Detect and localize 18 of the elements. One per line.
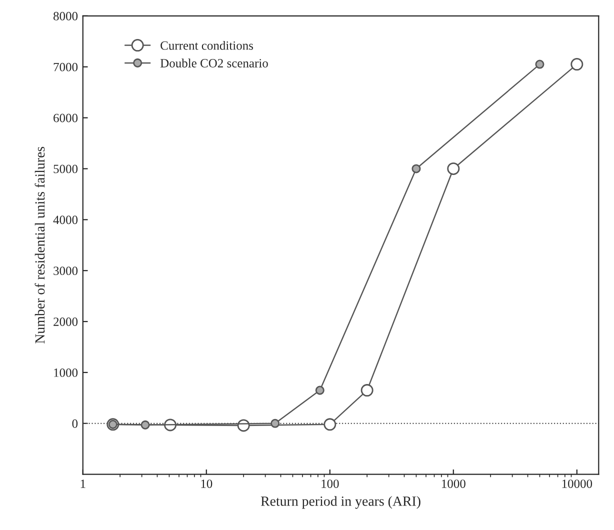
y-tick-label: 0 bbox=[72, 419, 78, 428]
y-tick-label: 3000 bbox=[54, 266, 78, 276]
legend-label: Double CO2 scenario bbox=[160, 58, 268, 68]
x-tick-label: 1000 bbox=[442, 480, 466, 488]
x-tick-label: 10000 bbox=[562, 480, 592, 488]
legend-label: Current conditions bbox=[160, 40, 254, 50]
x-tick-label: 1 bbox=[80, 480, 86, 488]
x-axis-title: Return period in years (ARI) bbox=[260, 496, 420, 509]
y-tick-label: 5000 bbox=[54, 164, 78, 174]
x-tick-label: 100 bbox=[322, 480, 339, 488]
y-tick-label: 8000 bbox=[54, 12, 78, 20]
x-tick-label: 10 bbox=[201, 480, 212, 488]
y-tick-label: 6000 bbox=[54, 114, 78, 122]
y-tick-label: 2000 bbox=[54, 318, 78, 326]
y-tick-label: 1000 bbox=[54, 368, 78, 377]
y-axis-title: Number of residential units failures bbox=[34, 146, 45, 344]
y-tick-label: 7000 bbox=[54, 62, 78, 72]
y-tick-label: 4000 bbox=[53, 216, 78, 224]
